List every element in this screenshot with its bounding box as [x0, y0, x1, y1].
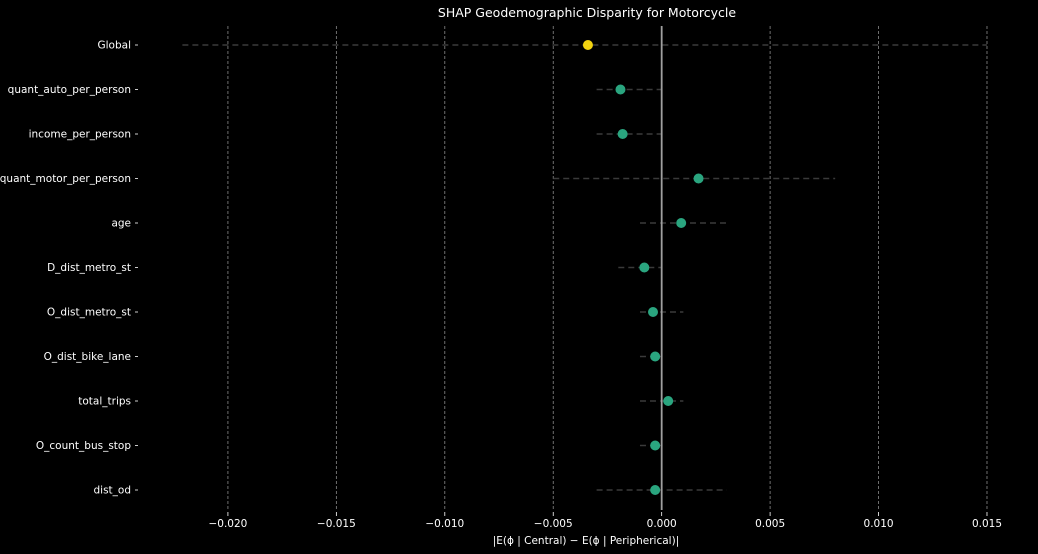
- data-point-O_dist_bike_lane: [650, 351, 661, 362]
- data-point-D_dist_metro_st: [639, 262, 650, 273]
- data-point-quant_motor_per_person: [693, 173, 704, 184]
- data-point-age: [676, 218, 687, 228]
- interval-lines: [182, 44, 987, 491]
- x-tick-labels: −0.020 −0.015 −0.010 −0.005 0.000 0.005 0.010 0…: [208, 512, 1002, 530]
- y-tick-label: dist_od: [93, 485, 131, 497]
- data-point-income_per_person: [617, 129, 628, 139]
- x-tick-label: −0.015: [317, 518, 356, 530]
- y-tick-label: O_count_bus_stop: [36, 440, 131, 452]
- y-tick-labels: Global quant_auto_per_person income_per_pe…: [0, 40, 138, 497]
- grid-lines: [227, 26, 988, 510]
- y-tick-label: O_dist_metro_st: [47, 307, 131, 319]
- x-tick-label: −0.010: [425, 518, 464, 530]
- data-point-O_dist_metro_st: [647, 307, 658, 317]
- x-tick-label: 0.005: [755, 518, 785, 530]
- y-tick-label: O_dist_bike_lane: [44, 351, 131, 363]
- y-tick-label: quant_auto_per_person: [8, 84, 131, 96]
- y-tick-label: quant_motor_per_person: [0, 173, 131, 185]
- data-points: [582, 40, 704, 495]
- y-tick-label: age: [111, 218, 131, 230]
- y-tick-label: D_dist_metro_st: [47, 262, 131, 274]
- x-tick-label: −0.020: [208, 518, 247, 530]
- data-point-total_trips: [663, 396, 674, 406]
- x-tick-label: −0.005: [534, 518, 573, 530]
- x-tick-label: 0.015: [972, 518, 1002, 530]
- chart-title: SHAP Geodemographic Disparity for Motorc…: [438, 5, 736, 20]
- x-axis-label: |E(ϕ | Central) − E(ϕ | Peripherical)|: [493, 535, 680, 547]
- data-point-dist_od: [650, 485, 661, 495]
- x-tick-label: 0.000: [647, 518, 677, 530]
- x-tick-label: 0.010: [864, 518, 894, 530]
- y-tick-label: income_per_person: [29, 129, 131, 141]
- y-tick-label: Global: [98, 40, 132, 52]
- data-point-quant_auto_per_person: [615, 84, 626, 95]
- data-point-O_count_bus_stop: [650, 440, 661, 451]
- y-tick-label: total_trips: [78, 396, 131, 408]
- data-point-Global: [582, 40, 593, 50]
